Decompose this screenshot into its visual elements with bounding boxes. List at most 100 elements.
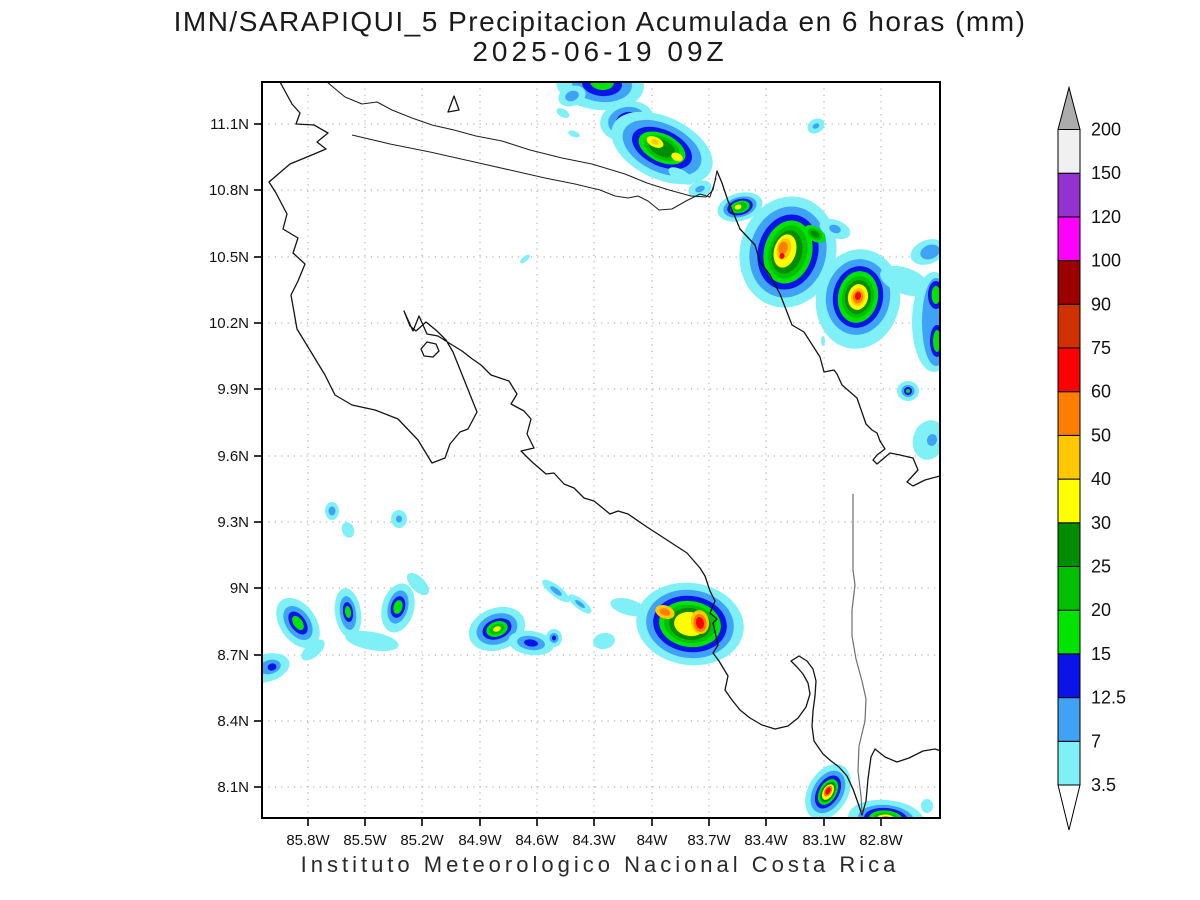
y-tick-label: 10.2N <box>209 315 249 332</box>
x-tick-label: 83.4W <box>744 832 788 849</box>
precip-contour-7 <box>926 434 938 446</box>
x-tick-label: 84.3W <box>572 832 616 849</box>
colorbar-over-arrow <box>1057 85 1081 130</box>
precip-contour-12.5 <box>267 663 277 671</box>
precip-contour-7 <box>920 244 940 260</box>
precip-contour-30 <box>671 152 683 162</box>
colorbar-label: 20 <box>1091 600 1111 620</box>
x-tick-label: 85.8W <box>286 832 330 849</box>
precip-contour-30 <box>734 204 742 210</box>
precip-contour-15 <box>906 389 910 393</box>
island-bolanos <box>447 95 460 113</box>
colorbar-segment <box>1057 566 1081 611</box>
colorbar-segment <box>1057 478 1081 524</box>
precip-contour-50 <box>659 608 671 616</box>
x-tick-label: 83.7W <box>687 832 731 849</box>
coastline-caribbean <box>716 170 940 487</box>
colorbar-segment <box>1057 347 1081 393</box>
colorbar-segment <box>1057 740 1081 786</box>
precip-contour-3.5 <box>341 522 355 538</box>
colorbar-segment <box>1057 129 1081 174</box>
precip-contour-7 <box>396 515 402 523</box>
precip-contour-3.5 <box>345 630 399 652</box>
colorbar-label: 120 <box>1091 207 1121 227</box>
colorbar-label: 60 <box>1091 382 1111 402</box>
y-tick-label: 9.6N <box>217 448 249 465</box>
y-tick-label: 9.9N <box>217 381 249 398</box>
x-tick-label: 83.1W <box>802 832 846 849</box>
precip-contour-3.5 <box>668 167 694 185</box>
colorbar-label: 3.5 <box>1091 775 1116 795</box>
precip-contour-7 <box>565 90 579 102</box>
x-tick-label: 84.9W <box>458 832 502 849</box>
map-gridlines <box>262 82 940 818</box>
chart-title: IMN/SARAPIQUI_5 Precipitacion Acumulada … <box>173 6 1027 37</box>
precip-contour-7 <box>829 224 841 234</box>
precip-contour-15 <box>931 286 940 304</box>
y-tick-label: 10.8N <box>209 182 249 199</box>
y-tick-label: 8.7N <box>217 647 249 664</box>
colorbar-segment <box>1057 216 1081 262</box>
colorbar-label: 7 <box>1091 731 1101 751</box>
precip-contour-3.5 <box>406 572 430 596</box>
precip-contour-7 <box>328 506 336 516</box>
precip-contour-30 <box>877 814 895 818</box>
colorbar-segment <box>1057 303 1081 349</box>
x-tick-label: 84W <box>637 832 669 849</box>
precip-contour-60 <box>779 253 785 259</box>
colorbar-label: 40 <box>1091 469 1111 489</box>
y-tick-label: 9.3N <box>217 514 249 531</box>
chart-subtitle: 2025-06-19 09Z <box>472 36 728 67</box>
colorbar-label: 12.5 <box>1091 688 1126 708</box>
precip-contour-12.5 <box>524 639 538 647</box>
precip-contour-15 <box>292 615 304 631</box>
colorbar-label: 75 <box>1091 338 1111 358</box>
colorbar-under-arrow <box>1057 784 1081 831</box>
colorbar-segment <box>1057 391 1081 436</box>
precip-contour-60 <box>695 617 705 629</box>
x-tick-label: 85.5W <box>343 832 387 849</box>
border-panama <box>851 494 867 814</box>
colorbar-label: 25 <box>1091 557 1111 577</box>
precip-contour-7 <box>812 123 820 129</box>
colorbar-label: 15 <box>1091 644 1111 664</box>
y-tick-label: 9N <box>230 580 249 597</box>
precip-contour-50 <box>778 241 788 255</box>
colorbar-label: 90 <box>1091 294 1111 314</box>
precip-contour-60 <box>854 292 862 300</box>
y-tick-label: 8.4N <box>217 713 249 730</box>
x-tick-label: 82.8W <box>859 832 903 849</box>
precip-contour-3.5 <box>921 799 933 813</box>
x-tick-label: 85.2W <box>400 832 444 849</box>
figure-caption: Instituto Meteorologico Nacional Costa R… <box>300 852 900 877</box>
precip-contour-40 <box>651 139 659 145</box>
coastlines <box>268 82 940 816</box>
x-tick-label: 84.6W <box>515 832 559 849</box>
precip-contour-25 <box>810 230 820 238</box>
precip-contour-15 <box>344 606 352 618</box>
precip-contour-15 <box>590 82 614 91</box>
precip-contour-7 <box>575 599 585 609</box>
precip-contour-7 <box>550 586 562 596</box>
colorbar-label: 50 <box>1091 425 1111 445</box>
colorbar-segment <box>1057 172 1081 218</box>
precip-contour-12.5 <box>552 635 556 641</box>
map-frame <box>261 81 941 819</box>
precip-contour-3.5 <box>520 254 530 264</box>
precip-contour-60 <box>825 787 831 795</box>
precip-contour-7 <box>695 185 705 193</box>
border-rio-san-juan <box>351 134 717 211</box>
axes: 85.8W 85.5W 85.2W 84.9W 84.6W 84.3W 84W 83.7W 83… <box>209 116 904 849</box>
colorbar-legend: 3.5 7 12.5 15 20 25 30 40 50 60 75 90 100 120 150 200 <box>1057 85 1126 831</box>
precip-contour-3.5 <box>821 336 825 346</box>
precip-contour-30 <box>493 626 501 632</box>
y-tick-label: 8.1N <box>217 779 249 796</box>
colorbar-segment <box>1057 522 1081 567</box>
precip-contour-3.5 <box>610 597 646 617</box>
colorbar-segment <box>1057 697 1081 742</box>
precip-contour-15 <box>393 600 403 614</box>
colorbar-label: 30 <box>1091 513 1111 533</box>
precip-contour-3.5 <box>593 632 615 650</box>
